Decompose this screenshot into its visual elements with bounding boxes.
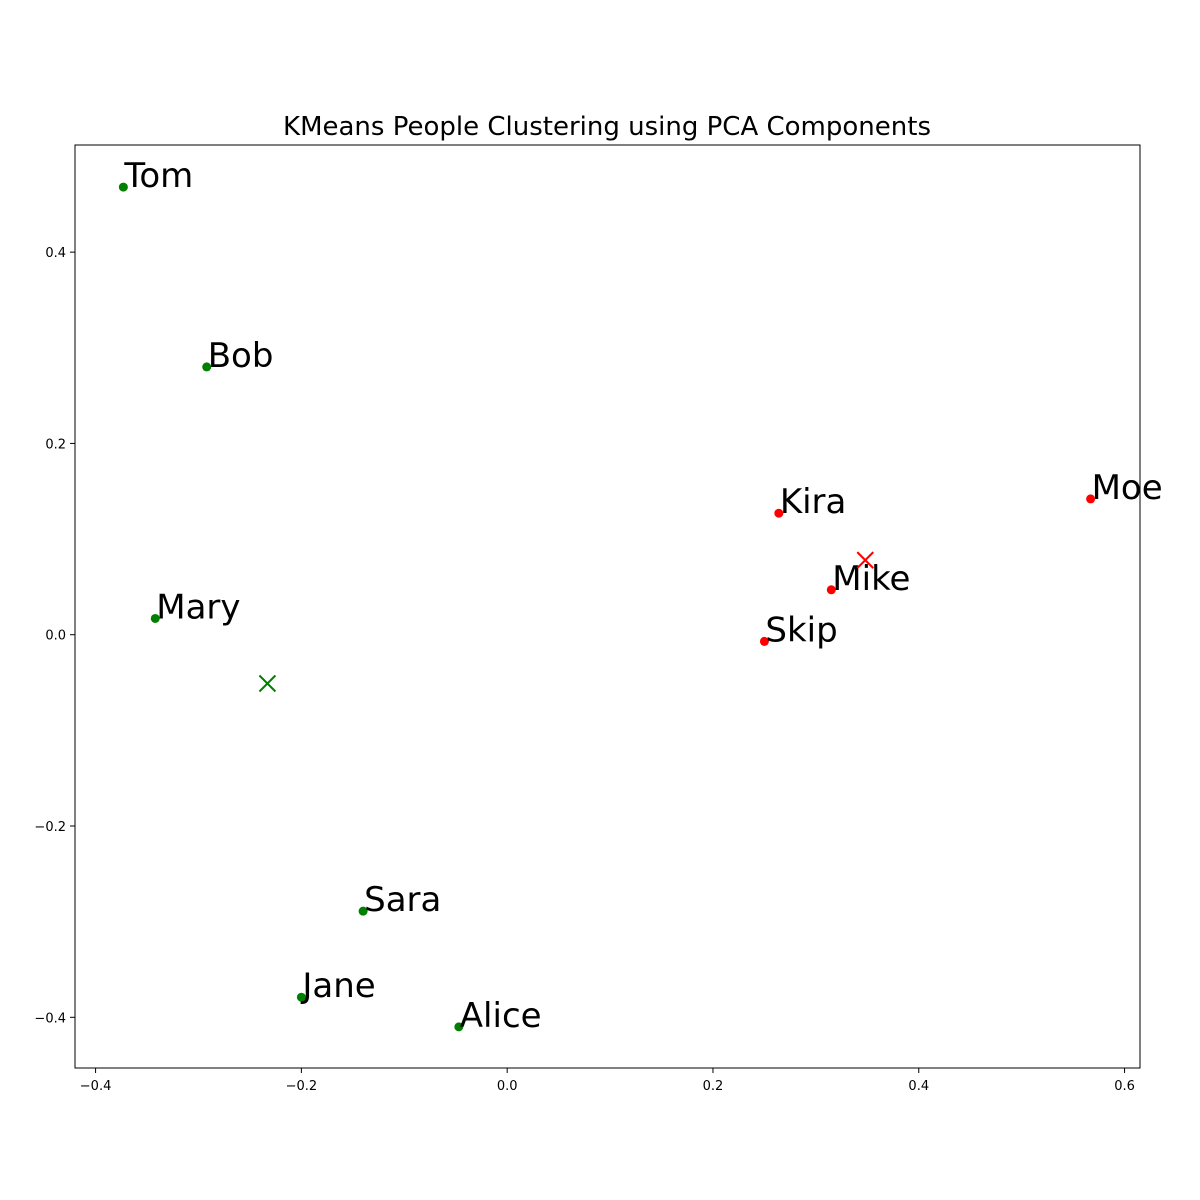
point-label: Mary: [156, 587, 240, 627]
y-tick-label: 0.4: [45, 246, 66, 261]
point-label: Skip: [765, 610, 837, 650]
data-point: [358, 906, 368, 916]
point-label: Mike: [832, 559, 910, 599]
x-tick-label: −0.2: [286, 1079, 318, 1094]
x-tick-label: 0.4: [908, 1079, 929, 1094]
point-label: Bob: [208, 336, 274, 376]
x-tick-label: 0.2: [703, 1079, 724, 1094]
x-tick-label: 0.0: [497, 1079, 518, 1094]
data-point: [296, 992, 306, 1002]
y-tick-label: 0.0: [45, 629, 66, 644]
point-label: Kira: [780, 482, 847, 522]
point-label: Jane: [300, 966, 375, 1006]
data-point: [454, 1022, 464, 1032]
chart-title: KMeans People Clustering using PCA Compo…: [283, 112, 931, 142]
point-label: Moe: [1092, 468, 1163, 508]
centroid-x-marker: [856, 551, 874, 569]
y-tick-label: −0.4: [34, 1011, 66, 1026]
data-point: [759, 636, 769, 646]
point-label: Alice: [460, 996, 542, 1036]
data-point: [826, 585, 836, 595]
point-label: Sara: [364, 880, 441, 920]
axis-ticks: −0.4 −0.2 0.0 0.2 0.4 0.6 −0.4 −0.2 0.0 0.2 0.4: [34, 246, 1134, 1094]
x-tick-label: −0.4: [80, 1079, 112, 1094]
y-tick-label: 0.2: [45, 437, 66, 452]
plot-frame: [74, 144, 1141, 1069]
centroid-stroke: [856, 551, 874, 569]
x-tick-label: 0.6: [1114, 1079, 1135, 1094]
plot-marks: Tom Bob Mary Sara Jane Alice Kira Moe Mike Skip: [118, 156, 1163, 1036]
y-tick-label: −0.2: [34, 820, 66, 835]
centroid-x-marker: [258, 674, 277, 693]
point-label: Tom: [123, 156, 193, 196]
data-point: [202, 362, 212, 372]
data-point: [150, 613, 160, 623]
data-point: [774, 508, 784, 518]
data-point: [1086, 494, 1096, 504]
data-point: [118, 182, 128, 192]
centroid-stroke: [258, 674, 277, 693]
